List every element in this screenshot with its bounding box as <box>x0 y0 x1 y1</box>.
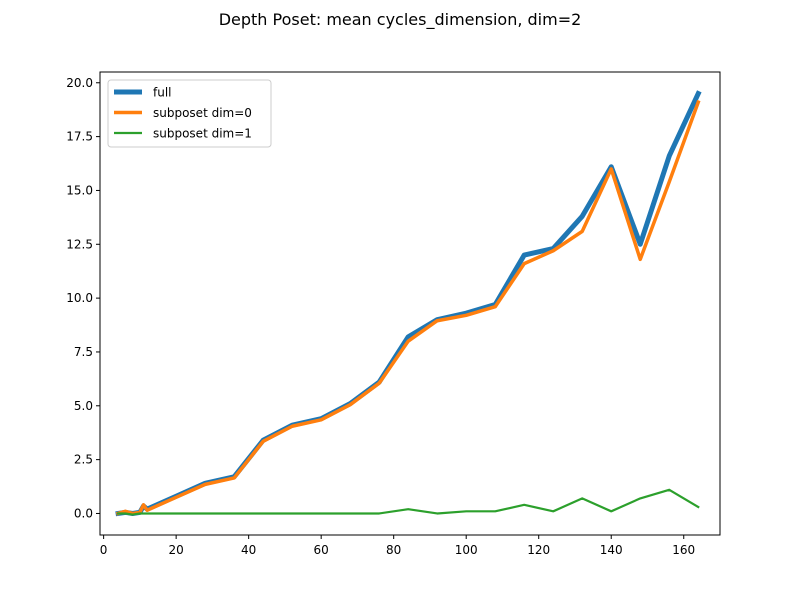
series-line-3 <box>117 488 700 516</box>
y-tick-label: 0.0 <box>74 506 93 520</box>
axes: 0 20 40 60 80 100 120 140 160 0.0 2.5 5.0 7.5 10.0 12.… <box>66 71 721 557</box>
legend-box <box>107 79 272 148</box>
y-tick-label: 5.0 <box>74 399 93 413</box>
x-tick-label: 80 <box>386 543 401 557</box>
x-tick-label: 140 <box>600 543 623 557</box>
y-tick-label: 20.0 <box>66 76 93 90</box>
y-tick-label: 15.0 <box>66 183 93 197</box>
x-tick-label: 60 <box>314 543 329 557</box>
legend: full subposet dim=0 subposet dim=1 <box>107 79 272 148</box>
y-tick-label: 10.0 <box>66 291 93 305</box>
x-tick-label: 160 <box>672 543 695 557</box>
series-line-1 <box>115 90 702 517</box>
y-tick-label: 7.5 <box>74 345 93 359</box>
y-tick-label: 17.5 <box>66 130 93 144</box>
legend-label: subposet dim=1 <box>153 127 252 141</box>
y-tick-label: 12.5 <box>66 237 93 251</box>
y-tick-label: 2.5 <box>74 453 93 467</box>
x-tick-label: 120 <box>527 543 550 557</box>
x-tick-label: 0 <box>100 543 108 557</box>
x-tick-label: 40 <box>241 543 256 557</box>
series-line-2 <box>115 99 701 516</box>
chart-title: Depth Poset: mean cycles_dimension, dim=… <box>219 10 582 30</box>
x-tick-label: 20 <box>168 543 183 557</box>
legend-label: full <box>153 86 172 100</box>
plot-area <box>115 90 702 517</box>
x-tick-label: 100 <box>455 543 478 557</box>
axes-frame <box>99 71 721 536</box>
legend-label: subposet dim=0 <box>153 106 252 120</box>
